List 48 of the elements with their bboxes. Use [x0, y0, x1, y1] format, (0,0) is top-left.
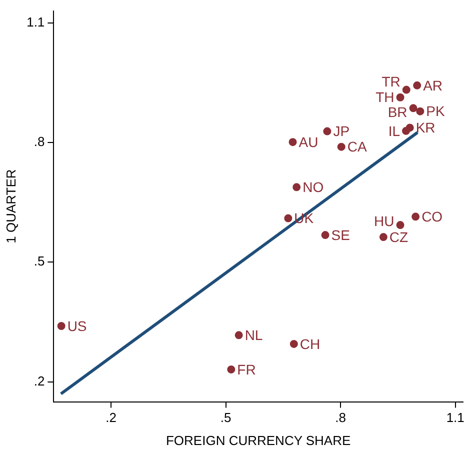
x-tick-label: .5	[220, 410, 232, 426]
y-tick-label: 1.1	[26, 14, 45, 30]
series-label: NL	[244, 327, 263, 344]
point	[292, 183, 301, 192]
series-label: NO	[302, 179, 324, 196]
series-label: TR	[382, 74, 400, 90]
point	[396, 221, 404, 230]
series-label: KR	[416, 120, 436, 136]
point	[323, 127, 332, 136]
series-label: CH	[300, 336, 320, 352]
point	[337, 142, 346, 151]
x-tick-label: .8	[335, 410, 346, 426]
point	[402, 126, 410, 135]
series-label: US	[67, 318, 87, 334]
series-label: CA	[347, 138, 368, 155]
series-label: AU	[298, 134, 318, 150]
series-label: SE	[331, 226, 350, 243]
point	[409, 104, 418, 112]
point	[412, 212, 420, 221]
point	[288, 138, 297, 146]
series-label: JP	[333, 123, 350, 140]
series-label: CZ	[389, 228, 409, 245]
point	[284, 214, 292, 222]
series-label: PK	[426, 103, 446, 120]
x-tick-label: .2	[106, 410, 116, 426]
series-label: HU	[374, 212, 394, 229]
y-axis-title: 1 QUARTER	[3, 169, 18, 244]
y-tick-label: .5	[34, 254, 45, 269]
series-label: BR	[388, 104, 408, 120]
point	[416, 107, 424, 116]
y-tick-label: .2	[34, 373, 45, 388]
point	[290, 340, 298, 348]
point	[234, 331, 243, 340]
series-label: IL	[388, 122, 400, 139]
series-label: AR	[423, 77, 443, 94]
point	[402, 86, 410, 94]
point	[396, 93, 404, 102]
series-label: TH	[376, 89, 394, 106]
point	[413, 81, 422, 90]
point	[57, 322, 66, 330]
y-tick-label: .8	[34, 134, 45, 150]
x-tick-label: 1.1	[446, 410, 464, 426]
x-axis-title: FOREIGN CURRENCY SHARE	[166, 432, 351, 448]
series-label: FR	[237, 361, 256, 378]
point	[379, 233, 388, 242]
series-label: CO	[422, 208, 443, 225]
point	[227, 365, 236, 374]
point	[321, 231, 330, 240]
